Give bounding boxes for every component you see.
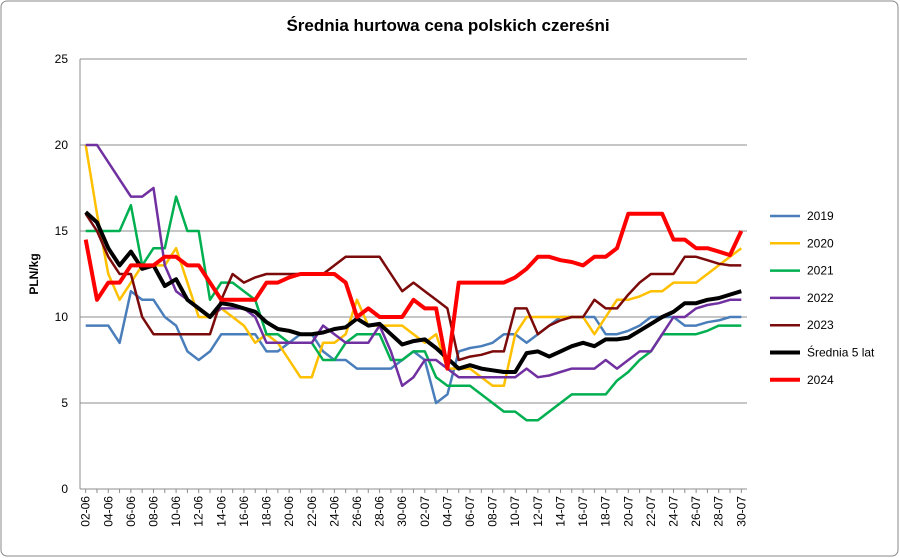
x-tick-label: 30-07 [734,496,748,527]
x-tick-label: 06-07 [463,496,477,527]
series-line [84,210,742,374]
x-tick-label: 26-06 [350,496,364,527]
x-tick-label: 04-07 [440,496,454,527]
x-tick-label: 06-06 [124,496,138,527]
x-tick-label: 08-06 [146,496,160,527]
y-tick-label: 20 [55,138,69,152]
legend-label: 2023 [807,318,834,332]
x-tick-label: 22-06 [305,496,319,527]
x-tick-label: 24-06 [327,496,341,527]
x-tick-label: 22-07 [644,496,658,527]
x-tick-label: 10-06 [169,496,183,527]
x-tick-label: 24-07 [667,496,681,527]
series-line [85,195,742,422]
x-tick-label: 26-07 [689,496,703,527]
legend-label: 2019 [807,209,834,223]
y-axis-label: PLN/kg [27,253,41,294]
x-tick-label: 20-06 [282,496,296,527]
x-tick-label: 18-07 [599,496,613,527]
x-tick-label: 10-07 [508,496,522,527]
series-line [84,213,742,362]
legend-label: 2021 [807,264,834,278]
series-line [83,211,744,371]
x-tick-label: 14-07 [553,496,567,527]
x-tick-label: 16-06 [237,496,251,527]
legend-label: 2020 [807,236,834,250]
x-tick-label: 28-07 [712,496,726,527]
x-tick-label: 12-07 [531,496,545,527]
x-tick-label: 20-07 [621,496,635,527]
y-tick-label: 0 [61,482,68,496]
x-tick-label: 12-06 [192,496,206,527]
legend-label: 2024 [807,373,834,387]
x-tick-label: 08-07 [486,496,500,527]
x-tick-label: 28-06 [373,496,387,527]
y-tick-label: 10 [55,310,69,324]
y-tick-label: 15 [55,224,69,238]
legend-label: 2022 [807,291,834,305]
x-tick-label: 18-06 [260,496,274,527]
y-tick-label: 5 [61,396,68,410]
x-tick-label: 14-06 [214,496,228,527]
chart-title: Średnia hurtowa cena polskich czereśni [286,16,609,35]
x-tick-label: 04-06 [101,496,115,527]
legend-label: Średnia 5 lat [807,345,875,360]
x-tick-label: 16-07 [576,496,590,527]
x-tick-label: 02-07 [418,496,432,527]
x-tick-label: 02-06 [79,496,93,527]
y-tick-label: 25 [55,52,69,66]
x-tick-label: 30-06 [395,496,409,527]
